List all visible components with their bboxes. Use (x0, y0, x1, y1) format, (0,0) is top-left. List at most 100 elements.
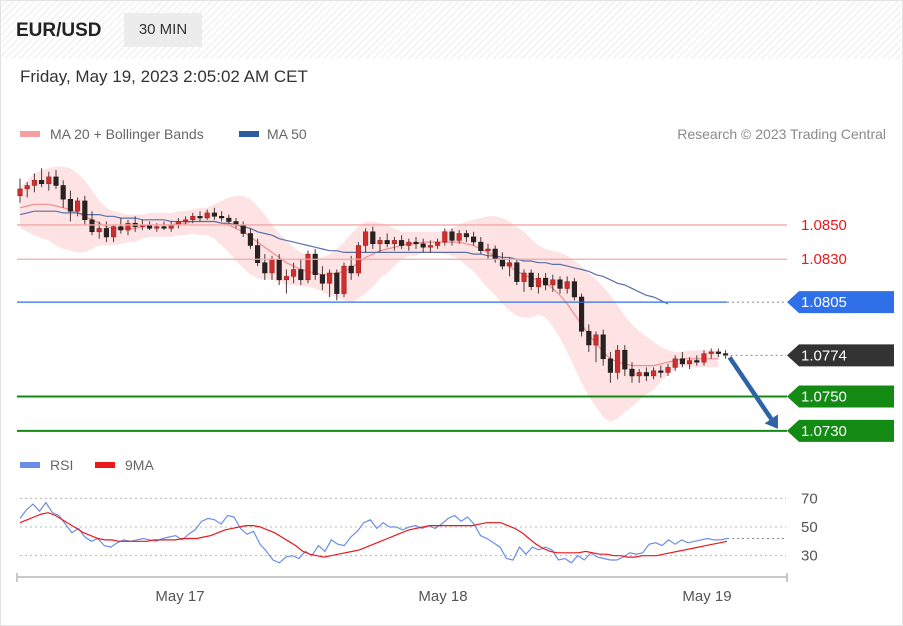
candle-body (600, 334, 606, 360)
rsi-ma-line (19, 512, 728, 558)
candle-body (615, 349, 621, 373)
candle-body (471, 236, 477, 243)
candle-body (291, 269, 297, 277)
price-legend: MA 20 + Bollinger Bands MA 50 Research ©… (20, 126, 886, 142)
candle-body (334, 272, 340, 294)
support-price-tag (787, 419, 894, 442)
pivot-price-tag (787, 291, 894, 314)
forecast-arrow-head (764, 414, 778, 429)
candle-body (46, 176, 52, 185)
candle-body (103, 228, 109, 238)
candle-body (211, 212, 217, 217)
x-tick-label: May 19 (682, 588, 731, 605)
rsi-line (19, 501, 728, 564)
rsi-legend-label: RSI (50, 457, 73, 473)
candle-body (53, 176, 59, 186)
rsi-level-label: 50 (801, 519, 818, 536)
candle-body (154, 226, 160, 229)
x-tick-label: May 17 (155, 588, 204, 605)
pivot-price-label: 1.0805 (801, 294, 847, 311)
candle-body (413, 241, 419, 245)
candle-body (651, 370, 657, 377)
candle-body (96, 228, 102, 233)
candle-body (348, 265, 354, 274)
candle-body (24, 185, 30, 190)
candle-body (219, 216, 225, 219)
candle-body (305, 253, 311, 281)
support-price-label: 1.0730 (801, 423, 847, 440)
candle-body (694, 360, 700, 363)
candle-body (528, 272, 534, 287)
candle-body (17, 188, 23, 197)
candle-body (183, 219, 189, 222)
candle-body (82, 200, 88, 221)
last-price-tag (787, 344, 894, 367)
candle-body (715, 351, 721, 354)
candle-body (449, 231, 455, 241)
candle-body (629, 368, 635, 377)
candle-body (298, 269, 304, 281)
rsi-plot: 70 50 30 (19, 490, 818, 565)
support-price-label: 1.0750 (801, 389, 847, 406)
ma20-legend-label: MA 20 + Bollinger Bands (50, 126, 204, 142)
candle-body (708, 351, 714, 354)
candle-body (701, 353, 707, 363)
support-price-tag (787, 385, 894, 408)
candle-body (240, 224, 246, 234)
candle-body (399, 240, 405, 246)
candle-body (118, 226, 124, 231)
candle-body (636, 372, 642, 377)
candle-body (672, 358, 678, 368)
candle-body (31, 180, 37, 186)
rsi-legend: RSI 9MA (20, 457, 154, 473)
candle-body (463, 233, 469, 238)
candle-body (262, 262, 268, 274)
candle-body (327, 272, 333, 284)
candle-body (204, 212, 210, 219)
rsi-legend-swatch (20, 462, 40, 468)
candle-body (442, 231, 448, 243)
bollinger-band (20, 166, 719, 423)
x-tick-label: May 18 (418, 588, 467, 605)
datetime-label: Friday, May 19, 2023 2:05:02 AM CET (20, 67, 308, 86)
candle-body (665, 367, 671, 373)
candle-body (579, 296, 585, 332)
candle-body (687, 360, 693, 365)
candle-body (499, 258, 505, 267)
candle-body (586, 331, 592, 346)
candle-body (478, 241, 484, 251)
candle-body (341, 265, 347, 294)
candle-body (226, 217, 232, 222)
symbol-label: EUR/USD (16, 20, 102, 41)
candle-body (485, 248, 491, 251)
candle-body (643, 372, 649, 377)
candle-body (197, 216, 203, 219)
candle-body (39, 180, 45, 184)
candle-body (190, 216, 196, 220)
candle-body (283, 276, 289, 281)
candle-body (427, 245, 433, 248)
candle-body (75, 200, 81, 212)
candle-body (550, 279, 556, 286)
candle-body (247, 233, 253, 246)
candle-body (67, 198, 73, 212)
candle-body (420, 243, 426, 248)
candle-body (521, 272, 527, 282)
candle-body (435, 241, 441, 246)
candle-body (571, 281, 577, 298)
timeframe-button[interactable]: 30 MIN (124, 13, 202, 47)
candle-body (492, 248, 498, 260)
ma50-legend-label: MA 50 (267, 126, 307, 142)
ma50-legend-swatch (239, 131, 259, 137)
rsi-ma-legend-label: 9MA (125, 457, 154, 473)
candle-body (276, 258, 282, 281)
candle-body (543, 277, 549, 286)
rsi-level-label: 30 (801, 548, 818, 565)
candle-body (370, 231, 376, 245)
candle-body (89, 219, 95, 233)
candle-body (679, 358, 685, 365)
candle-body (658, 370, 664, 373)
candle-body (312, 253, 318, 275)
candle-body (564, 281, 570, 289)
